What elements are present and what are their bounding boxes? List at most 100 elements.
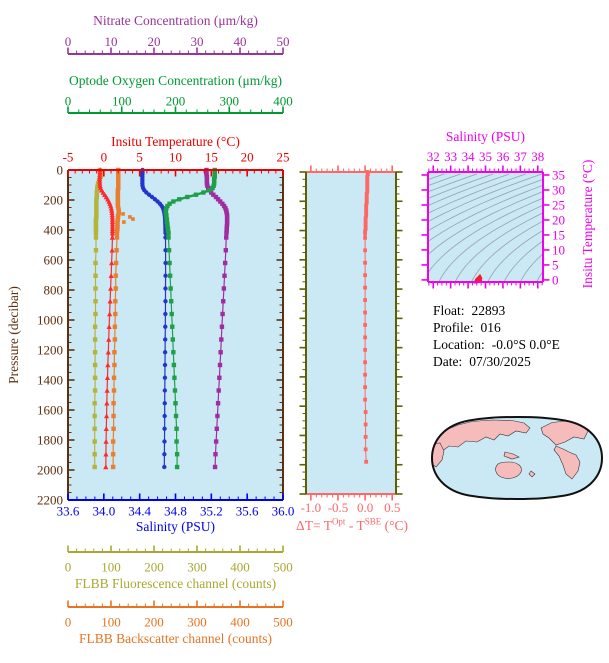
fluorescence-axis-title: FLBB Fluorescence channel (counts) [74,576,277,591]
series-backscatter [110,167,135,470]
svg-text:0.5: 0.5 [384,500,400,515]
svg-text:35.2: 35.2 [200,504,223,519]
svg-text:20: 20 [241,150,254,165]
delta-t-label-sup-sbe: SBE [364,516,382,527]
oxygen-axis-title: Optode Oxygen Concentration (μm/kg) [68,73,283,88]
metadata-float-label: Float: [433,303,465,318]
map-outline [430,415,604,501]
svg-text:25: 25 [552,197,565,212]
metadata-date-label: Date: [433,354,463,369]
main-profile-plot: 0200400600800100012001400160018002000220… [37,34,294,630]
svg-text:300: 300 [187,615,207,630]
svg-text:0: 0 [65,560,72,575]
map-landmasses [432,419,589,480]
svg-text:38: 38 [531,149,544,164]
svg-text:25: 25 [277,150,290,165]
float-metadata: Float: 22893 Profile: 016 Location: -0.0°S … [433,302,560,370]
ts-salinity-title: Salinity (PSU) [445,129,526,144]
series-delta-t [363,170,370,464]
metadata-profile-label: Profile: [433,320,474,335]
svg-text:400: 400 [273,94,293,109]
delta-t-label-post: (°C) [381,518,408,533]
svg-text:40: 40 [234,34,247,49]
svg-text:0: 0 [65,94,72,109]
metadata-location-value: -0.0°S 0.0°E [491,337,560,352]
svg-text:5: 5 [136,150,143,165]
svg-text:100: 100 [101,560,121,575]
svg-text:1600: 1600 [37,403,63,418]
pressure-axis-label: Pressure (decibar) [6,286,21,384]
svg-text:35.6: 35.6 [236,504,259,519]
svg-text:35: 35 [479,149,492,164]
metadata-date-row: Date: 07/30/2025 [433,353,560,370]
svg-text:200: 200 [144,615,164,630]
svg-text:10: 10 [169,150,182,165]
svg-text:50: 50 [277,34,290,49]
svg-text:33: 33 [444,149,457,164]
world-map [430,415,604,501]
svg-text:200: 200 [44,193,64,208]
svg-text:0: 0 [65,615,72,630]
svg-text:33.6: 33.6 [57,504,80,519]
svg-text:15: 15 [552,227,565,242]
metadata-float-row: Float: 22893 [433,302,560,319]
svg-text:15: 15 [205,150,218,165]
nitrate-axis-title: Nitrate Concentration (μm/kg) [93,13,258,28]
svg-text:30: 30 [191,34,204,49]
map-land-new-zealand [528,470,536,478]
map-land-australia [495,461,522,479]
svg-text:1400: 1400 [37,373,63,388]
svg-text:2000: 2000 [37,463,63,478]
metadata-location-row: Location: -0.0°S 0.0°E [433,336,560,353]
svg-text:200: 200 [144,560,164,575]
svg-text:0: 0 [101,150,108,165]
svg-text:34: 34 [462,149,476,164]
svg-text:100: 100 [112,94,132,109]
svg-text:1000: 1000 [37,313,63,328]
salinity-axis-title: Salinity (PSU) [135,519,216,534]
svg-text:34.8: 34.8 [164,504,187,519]
temperature-axis-title: Insitu Temperature (°C) [111,134,240,149]
ts-temperature-label: Insitu Temperature (°C) [580,159,595,289]
svg-text:32: 32 [427,149,440,164]
svg-text:0.0: 0.0 [357,500,373,515]
svg-text:400: 400 [230,615,250,630]
svg-text:36.0: 36.0 [272,504,295,519]
svg-text:-5: -5 [63,150,74,165]
svg-text:34.4: 34.4 [128,504,151,519]
svg-text:10: 10 [552,242,565,257]
metadata-float-value: 22893 [471,303,506,318]
svg-text:100: 100 [101,615,121,630]
svg-text:0: 0 [65,34,72,49]
svg-text:800: 800 [44,283,64,298]
delta-t-label-mid: - T [345,518,365,533]
map-land-eurasia [432,419,531,456]
svg-text:37: 37 [514,149,528,164]
metadata-location-label: Location: [433,337,485,352]
svg-text:36: 36 [496,149,510,164]
delta-t-label-pre: ΔT= T [296,518,332,533]
svg-text:-1.0: -1.0 [301,500,322,515]
svg-text:1200: 1200 [37,343,63,358]
svg-text:20: 20 [148,34,161,49]
delta-t-label-sup-opt: Opt [331,516,346,527]
map-land-south-america [553,445,581,480]
svg-text:-0.5: -0.5 [328,500,349,515]
svg-text:600: 600 [44,253,64,268]
svg-text:35: 35 [552,167,565,182]
ts-density-contours [428,173,543,282]
svg-text:34.0: 34.0 [92,504,115,519]
svg-text:400: 400 [44,223,64,238]
svg-text:20: 20 [552,212,565,227]
map-land-indonesia [503,451,520,460]
metadata-profile-row: Profile: 016 [433,319,560,336]
series-temperature [97,167,116,470]
svg-text:30: 30 [552,182,565,197]
series-oxygen [163,167,217,470]
svg-text:500: 500 [273,560,293,575]
svg-text:300: 300 [187,560,207,575]
metadata-profile-value: 016 [480,320,501,335]
